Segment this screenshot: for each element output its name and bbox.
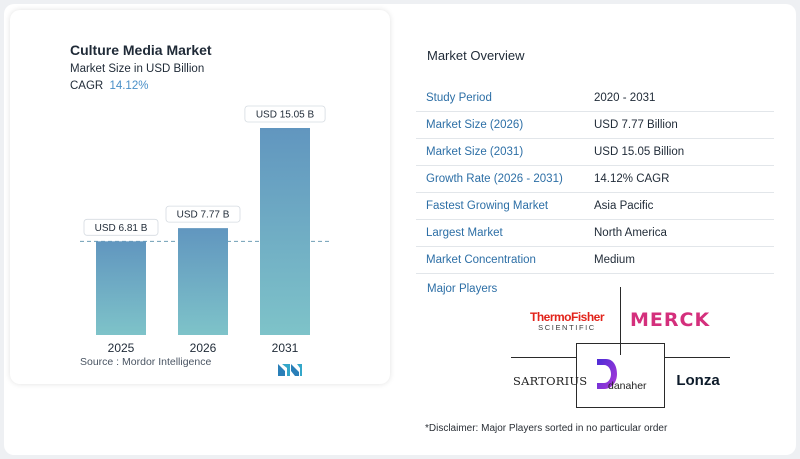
overview-row-value: USD 7.77 Billion (594, 119, 678, 131)
data-label: USD 15.05 B (256, 110, 315, 121)
merck-logo: MERCK (630, 309, 711, 331)
danaher-logo: danaher (608, 380, 647, 392)
danaher-mark-icon (597, 359, 617, 389)
cagr-label: CAGR (70, 80, 104, 92)
logo-grid-divider (511, 357, 576, 358)
overview-row: Market Size (2026) USD 7.77 Billion (416, 112, 774, 139)
overview-row-value: 14.12% CAGR (594, 173, 670, 185)
x-tick-label: 2031 (272, 341, 299, 355)
logo-grid-divider (664, 357, 730, 358)
cagr-row: CAGR 14.12% (70, 80, 148, 92)
overview-row: Study Period 2020 - 2031 (416, 85, 774, 112)
bar-2031 (260, 128, 310, 335)
overview-row-value: North America (594, 227, 667, 239)
overview-row: Market Size (2031) USD 15.05 Billion (416, 139, 774, 166)
x-tick-label: 2025 (108, 341, 135, 355)
overview-row-value: USD 15.05 Billion (594, 146, 685, 158)
disclaimer: *Disclaimer: Major Players sorted in no … (425, 423, 668, 434)
sartorius-logo: SARTORIUS (513, 374, 588, 388)
logo-grid-divider (576, 407, 665, 408)
thermo-fisher-subtitle: SCIENTIFIC (538, 323, 596, 332)
chart-subtitle: Market Size in USD Billion (70, 63, 205, 75)
overview-row-value: Asia Pacific (594, 200, 654, 212)
overview-row-label: Market Size (2031) (426, 146, 524, 158)
overview-row-label: Largest Market (426, 227, 503, 239)
cagr-value: 14.12% (109, 80, 149, 92)
data-label-bg (244, 105, 326, 123)
overview-row-label: Study Period (426, 92, 492, 104)
logo-grid-divider (620, 287, 621, 355)
logo-grid-divider (576, 343, 665, 344)
bar-2025 (96, 241, 146, 335)
thermo-fisher-logo: ThermoFisher SCIENTIFIC (527, 311, 607, 333)
lonza-logo: Lonza (676, 372, 720, 389)
data-label: USD 6.81 B (95, 223, 148, 234)
bar-chart: USD 6.81 B 2025 USD 7.77 B 2026 USD 15.05 B 2… (80, 105, 330, 355)
logo-grid-divider (576, 343, 577, 408)
overview-table: Study Period 2020 - 2031 Market Size (2026… (416, 85, 774, 274)
x-tick-label: 2026 (190, 341, 217, 355)
source-note: Source : Mordor Intelligence (80, 356, 212, 368)
major-players-title: Major Players (427, 283, 498, 295)
mordor-logo-icon (278, 364, 302, 376)
data-label: USD 7.77 B (177, 210, 230, 221)
overview-row-value: Medium (594, 254, 635, 266)
data-label-bg (165, 205, 241, 223)
overview-row: Market Concentration Medium (416, 247, 774, 274)
thermo-fisher-wordmark: ThermoFisher (529, 310, 605, 324)
overview-row: Growth Rate (2026 - 2031) 14.12% CAGR (416, 166, 774, 193)
overview-row-label: Market Size (2026) (426, 119, 524, 131)
overview-row-label: Fastest Growing Market (426, 200, 549, 212)
data-label-bg (83, 218, 159, 236)
overview-row-label: Market Concentration (426, 254, 536, 266)
logo-grid-divider (664, 343, 665, 408)
overview-row-label: Growth Rate (2026 - 2031) (426, 173, 563, 185)
overview-row-value: 2020 - 2031 (594, 92, 656, 104)
overview-row: Largest Market North America (416, 220, 774, 247)
bar-2026 (178, 228, 228, 335)
overview-title: Market Overview (427, 48, 525, 63)
overview-row: Fastest Growing Market Asia Pacific (416, 193, 774, 220)
chart-title: Culture Media Market (70, 42, 212, 58)
